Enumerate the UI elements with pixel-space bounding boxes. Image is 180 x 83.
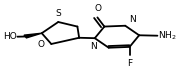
Text: NH$_2$: NH$_2$ xyxy=(158,29,177,42)
Text: S: S xyxy=(55,9,61,18)
Text: HO: HO xyxy=(3,32,16,41)
Text: F: F xyxy=(127,59,132,67)
Text: O: O xyxy=(37,40,44,49)
Text: N: N xyxy=(91,42,97,51)
Text: N: N xyxy=(129,15,136,24)
Text: O: O xyxy=(95,4,102,13)
Polygon shape xyxy=(24,33,42,38)
